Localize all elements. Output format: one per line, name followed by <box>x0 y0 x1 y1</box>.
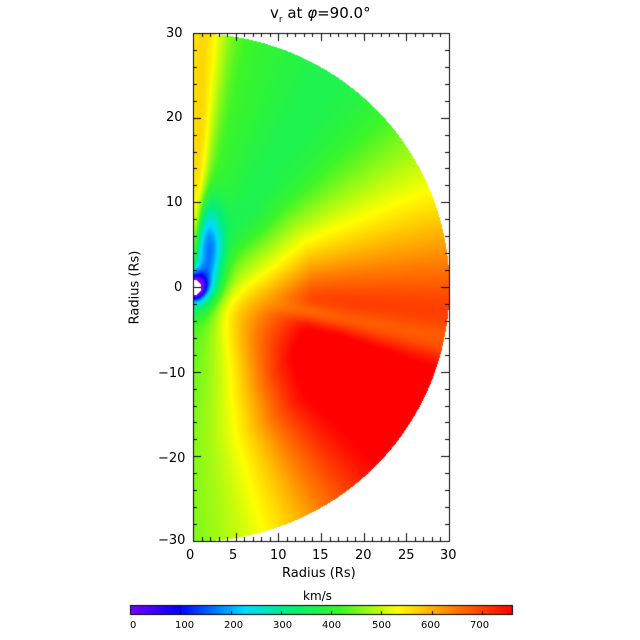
colorbar-tick-200: 200 <box>224 620 244 631</box>
colorbar-tick-500: 500 <box>372 620 392 631</box>
chart-title: vr at φ=90.0° <box>270 4 371 25</box>
y-tick-m10: −10 <box>158 366 186 381</box>
title-var: v <box>270 4 279 22</box>
colorbar-tick-300: 300 <box>273 620 293 631</box>
title-sub: r <box>278 15 283 25</box>
colorbar-tick-100: 100 <box>175 620 195 631</box>
x-tick-30: 30 <box>440 548 457 563</box>
colorbar-tick-400: 400 <box>322 620 342 631</box>
x-tick-0: 0 <box>186 548 195 563</box>
y-tick-m20: −20 <box>158 451 186 466</box>
y-tick-m30: −30 <box>158 533 186 548</box>
x-tick-20: 20 <box>355 548 372 563</box>
y-axis-label: Radius (Rs) <box>127 250 143 325</box>
x-tick-5: 5 <box>229 548 238 563</box>
y-tick-20: 20 <box>166 110 183 125</box>
x-tick-25: 25 <box>398 548 415 563</box>
colorbar-tick-0: 0 <box>130 620 137 631</box>
y-tick-0: 0 <box>174 280 183 295</box>
y-tick-30: 30 <box>166 26 183 41</box>
y-tick-10: 10 <box>166 195 183 210</box>
colorbar-tick-700: 700 <box>470 620 490 631</box>
title-phi: φ <box>307 4 318 22</box>
colorbar-label: km/s <box>303 589 332 603</box>
x-axis-label: Radius (Rs) <box>282 566 356 581</box>
x-tick-10: 10 <box>270 548 287 563</box>
title-rest: at <box>282 4 308 22</box>
colorbar-tick-600: 600 <box>421 620 441 631</box>
title-eq: =90.0° <box>317 4 371 22</box>
x-tick-15: 15 <box>312 548 329 563</box>
